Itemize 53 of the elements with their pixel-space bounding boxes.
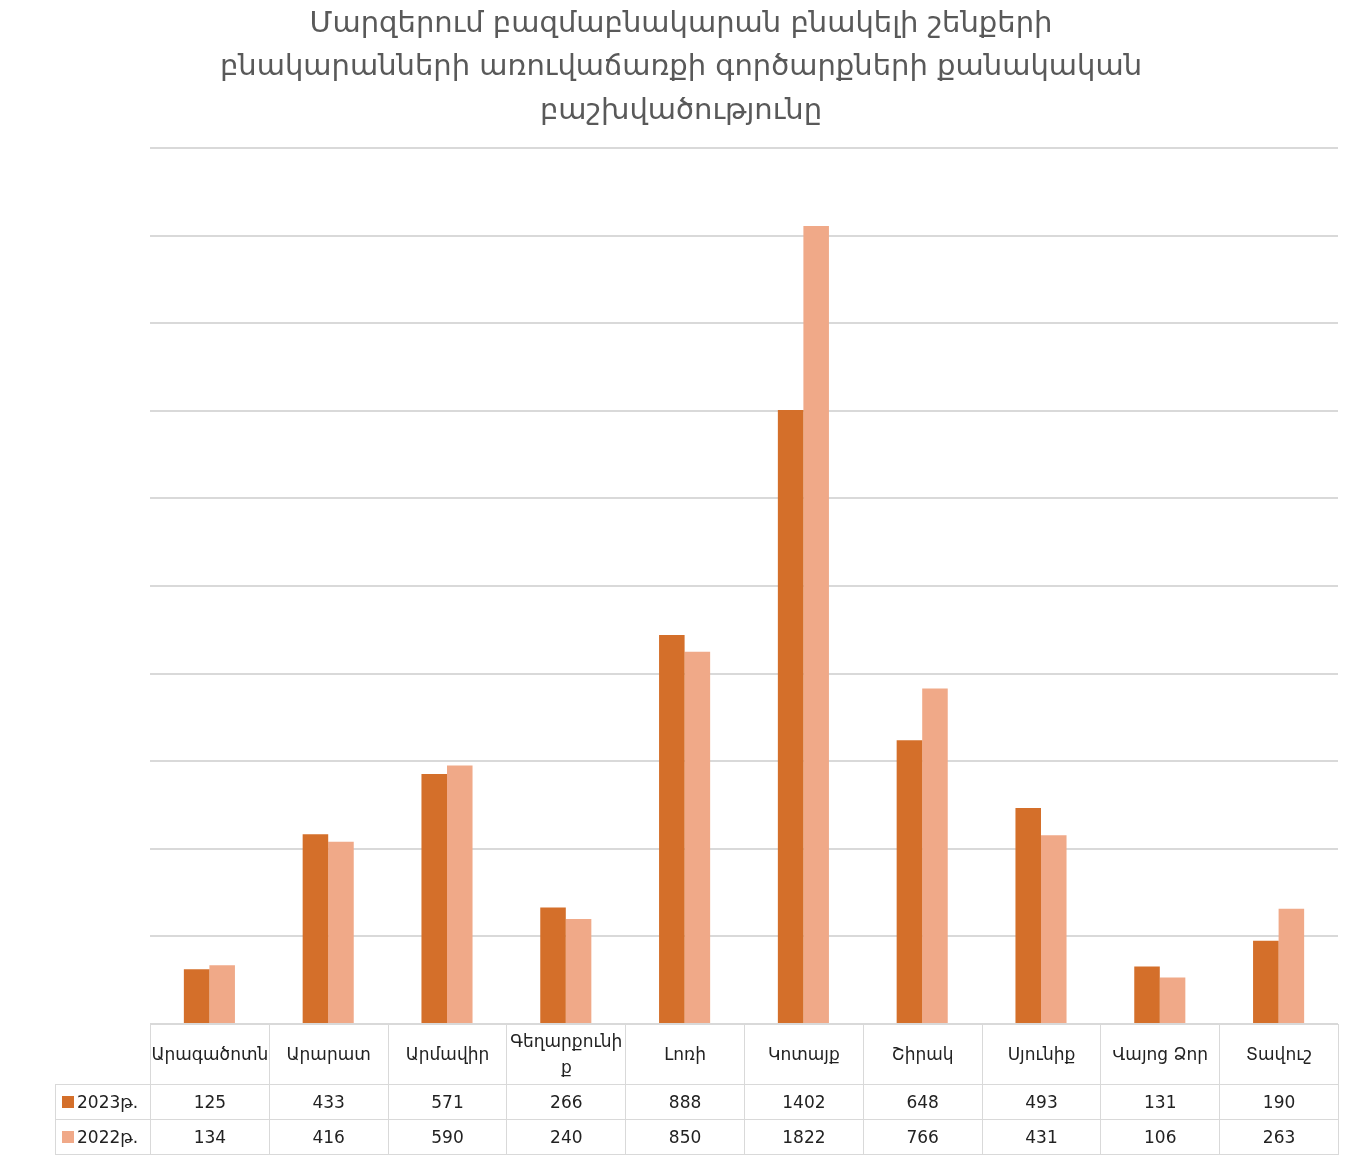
x-tick-label: Արմավիր xyxy=(388,1024,507,1085)
bar xyxy=(777,409,804,1023)
legend-label: 2023թ. xyxy=(55,1084,151,1120)
data-label: 850 xyxy=(625,1119,745,1155)
bar xyxy=(447,765,473,1023)
bar xyxy=(684,651,711,1023)
x-tick-label: Շիրակ xyxy=(863,1024,983,1085)
data-label: 266 xyxy=(506,1084,626,1120)
bar xyxy=(328,841,354,1023)
x-tick-label: Սյունիք xyxy=(982,1024,1101,1085)
bar xyxy=(540,907,566,1023)
bar xyxy=(183,969,210,1023)
data-label: 766 xyxy=(863,1119,983,1155)
data-label: 125 xyxy=(150,1084,270,1120)
data-label: 888 xyxy=(625,1084,745,1120)
data-label: 263 xyxy=(1219,1119,1339,1155)
data-label: 134 xyxy=(150,1119,270,1155)
bar xyxy=(1253,940,1279,1023)
data-label: 571 xyxy=(388,1084,507,1120)
bar xyxy=(1015,808,1041,1023)
data-label: 131 xyxy=(1100,1084,1220,1120)
data-label: 493 xyxy=(982,1084,1101,1120)
bar xyxy=(659,635,685,1023)
data-label: 190 xyxy=(1219,1084,1339,1120)
x-tick-label: Արարատ xyxy=(269,1024,389,1085)
data-label: 1402 xyxy=(744,1084,864,1120)
legend-label: 2022թ. xyxy=(55,1119,151,1155)
bar xyxy=(1159,977,1186,1023)
bar xyxy=(803,225,829,1023)
bar xyxy=(421,773,447,1023)
x-tick-label: Կոտայք xyxy=(744,1024,864,1085)
bar xyxy=(922,688,948,1023)
data-label: 648 xyxy=(863,1084,983,1120)
data-label: 433 xyxy=(269,1084,389,1120)
x-tick-label: Տավուշ xyxy=(1219,1024,1339,1085)
bar xyxy=(302,834,329,1023)
data-label: 590 xyxy=(388,1119,507,1155)
x-tick-label: Գեղարքունիք xyxy=(506,1024,626,1085)
data-label: 1822 xyxy=(744,1119,864,1155)
data-label: 240 xyxy=(506,1119,626,1155)
bar xyxy=(1134,966,1160,1023)
bar xyxy=(209,965,235,1023)
x-tick-label: Արագածոտն xyxy=(150,1024,270,1085)
bar xyxy=(565,918,592,1023)
bar xyxy=(896,740,923,1023)
bar xyxy=(1041,835,1067,1023)
data-label: 431 xyxy=(982,1119,1101,1155)
data-label: 106 xyxy=(1100,1119,1220,1155)
data-label: 416 xyxy=(269,1119,389,1155)
x-tick-label: Լոռի xyxy=(625,1024,745,1085)
bar xyxy=(1278,908,1305,1023)
chart-title: Մարզերում բազմաբնակարան բնակելի շենքերի բնակարանների առուվաճառքի գործարքների քանակական բաշխվածությունը xyxy=(218,3,1144,128)
x-tick-label: Վայոց Ձոր xyxy=(1100,1024,1220,1085)
